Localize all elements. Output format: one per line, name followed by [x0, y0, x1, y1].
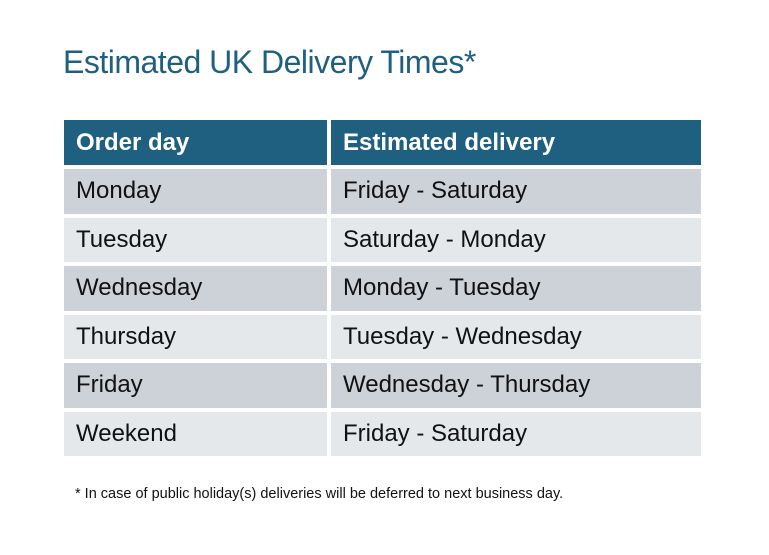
order-day-cell: Wednesday: [64, 266, 327, 311]
order-day-cell: Thursday: [64, 314, 327, 359]
table-row: Wednesday Monday - Tuesday: [64, 266, 701, 311]
header-order-day: Order day: [64, 120, 327, 165]
table-row: Tuesday Saturday - Monday: [64, 217, 701, 262]
delivery-cell: Friday - Saturday: [331, 411, 701, 456]
page-title: Estimated UK Delivery Times*: [63, 44, 476, 80]
order-day-cell: Monday: [64, 169, 327, 214]
order-day-cell: Friday: [64, 363, 327, 408]
order-day-cell: Weekend: [64, 411, 327, 456]
footnote: * In case of public holiday(s) deliverie…: [75, 486, 564, 502]
table-row: Weekend Friday - Saturday: [64, 411, 701, 456]
delivery-table: Order day Estimated delivery Monday Frida…: [64, 120, 701, 460]
table-row: Monday Friday - Saturday: [64, 169, 701, 214]
table-row: Thursday Tuesday - Wednesday: [64, 314, 701, 359]
order-day-cell: Tuesday: [64, 217, 327, 262]
delivery-cell: Wednesday - Thursday: [331, 363, 701, 408]
table-row: Friday Wednesday - Thursday: [64, 363, 701, 408]
delivery-cell: Friday - Saturday: [331, 169, 701, 214]
table-header-row: Order day Estimated delivery: [64, 120, 701, 165]
header-estimated-delivery: Estimated delivery: [331, 120, 701, 165]
delivery-cell: Tuesday - Wednesday: [331, 314, 701, 359]
delivery-cell: Saturday - Monday: [331, 217, 701, 262]
delivery-cell: Monday - Tuesday: [331, 266, 701, 311]
